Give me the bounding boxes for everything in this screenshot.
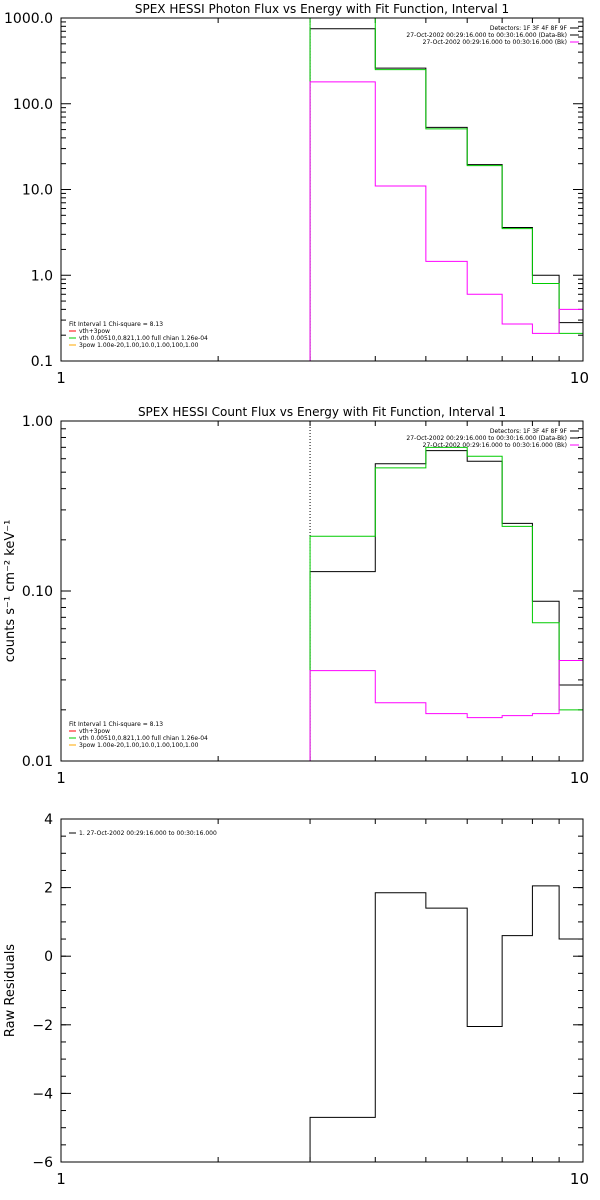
y-axis-label: counts s⁻¹ cm⁻² keV⁻¹ xyxy=(3,520,18,663)
y-axis-label: Raw Residuals xyxy=(3,944,18,1037)
y-tick-label: −2 xyxy=(32,1018,53,1034)
y-tick-label: 0.10 xyxy=(22,584,53,600)
legend-entry: vth+3pow xyxy=(79,328,110,335)
chart-title: SPEX HESSI Photon Flux vs Energy with Fi… xyxy=(135,2,509,16)
y-tick-label: 0 xyxy=(44,949,53,965)
legend-entry: Fit Interval 1 Chi-square = 8.13 xyxy=(69,321,163,328)
series-line-1 xyxy=(309,450,583,761)
x-tick-label: 10 xyxy=(570,1170,589,1188)
legend-entry: 3pow 1.00e-20,1.00,10.0,1.00,100,1.00 xyxy=(79,342,199,349)
info-line: 27-Oct-2002 00:29:16.000 to 00:30:16.000… xyxy=(406,435,567,442)
x-tick-label: 1 xyxy=(56,369,66,387)
y-tick-label: 4 xyxy=(44,812,53,828)
plot-frame xyxy=(60,818,584,1163)
series-line-2 xyxy=(309,18,583,361)
y-tick-label: 10.0 xyxy=(22,183,53,199)
series-line-1 xyxy=(309,28,583,361)
y-tick-label: 2 xyxy=(44,881,53,897)
plot-frame xyxy=(60,420,584,762)
series-line-3 xyxy=(309,81,583,361)
series-line-2 xyxy=(309,446,583,761)
chart-panel-2: SPEX HESSI Count Flux vs Energy with Fit… xyxy=(3,405,589,787)
legend-entry: 3pow 1.00e-20,1.00,10.0,1.00,100,1.00 xyxy=(79,742,199,749)
chart-panel-3: 1 10 −6 −4 −2 0 2 4 Raw Residuals 1. 27-Oct-2002 … xyxy=(3,812,589,1188)
x-tick-label: 10 xyxy=(570,369,589,387)
plot-frame xyxy=(60,17,584,362)
y-tick-label: −6 xyxy=(32,1155,53,1171)
y-tick-label: −4 xyxy=(32,1086,53,1102)
info-line: 27-Oct-2002 00:29:16.000 to 00:30:16.000… xyxy=(406,32,567,39)
info-line: 27-Oct-2002 00:29:16.000 to 00:30:16.000… xyxy=(423,39,567,46)
info-line: Detectors: 1F 3F 4F 8F 9F xyxy=(490,25,568,32)
legend-entry: vth+3pow xyxy=(79,728,110,735)
x-tick-label: 10 xyxy=(570,769,589,787)
chart-panel-1: SPEX HESSI Photon Flux vs Energy with Fi… xyxy=(4,2,589,387)
chart-title: SPEX HESSI Count Flux vs Energy with Fit… xyxy=(138,405,506,419)
y-tick-label: 100.0 xyxy=(13,97,53,113)
info-line: Detectors: 1F 3F 4F 8F 9F xyxy=(490,428,568,435)
y-tick-label: 1.00 xyxy=(22,414,53,430)
x-tick-label: 1 xyxy=(56,1170,66,1188)
series-line-1 xyxy=(309,885,583,1162)
legend-entry: 1. 27-Oct-2002 00:29:16.000 to 00:30:16.… xyxy=(79,830,217,837)
info-line: 27-Oct-2002 00:29:16.000 to 00:30:16.000… xyxy=(423,442,567,449)
y-tick-label: 1.0 xyxy=(31,268,53,284)
x-tick-label: 1 xyxy=(56,769,66,787)
legend-entry: Fit Interval 1 Chi-square = 8.13 xyxy=(69,721,163,728)
legend-entry: vth 0.00510,0.821,1.00 full chian 1.26e-… xyxy=(79,735,208,742)
y-tick-label: 1000.0 xyxy=(4,11,53,27)
series-line-3 xyxy=(309,660,583,761)
y-tick-label: 0.01 xyxy=(22,754,53,770)
y-tick-label: 0.1 xyxy=(31,354,53,370)
legend-entry: vth 0.00510,0.821,1.00 full chian 1.26e-… xyxy=(79,335,208,342)
